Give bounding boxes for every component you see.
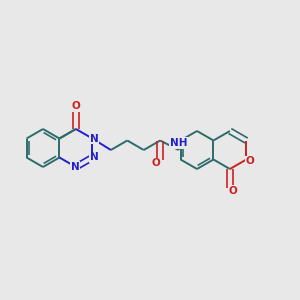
Text: N: N (90, 152, 99, 163)
Text: O: O (246, 157, 255, 166)
Text: O: O (71, 101, 80, 111)
Text: O: O (229, 186, 237, 196)
Text: N: N (70, 162, 79, 172)
Text: N: N (90, 134, 99, 143)
Text: NH: NH (170, 138, 188, 148)
Text: O: O (152, 158, 161, 169)
